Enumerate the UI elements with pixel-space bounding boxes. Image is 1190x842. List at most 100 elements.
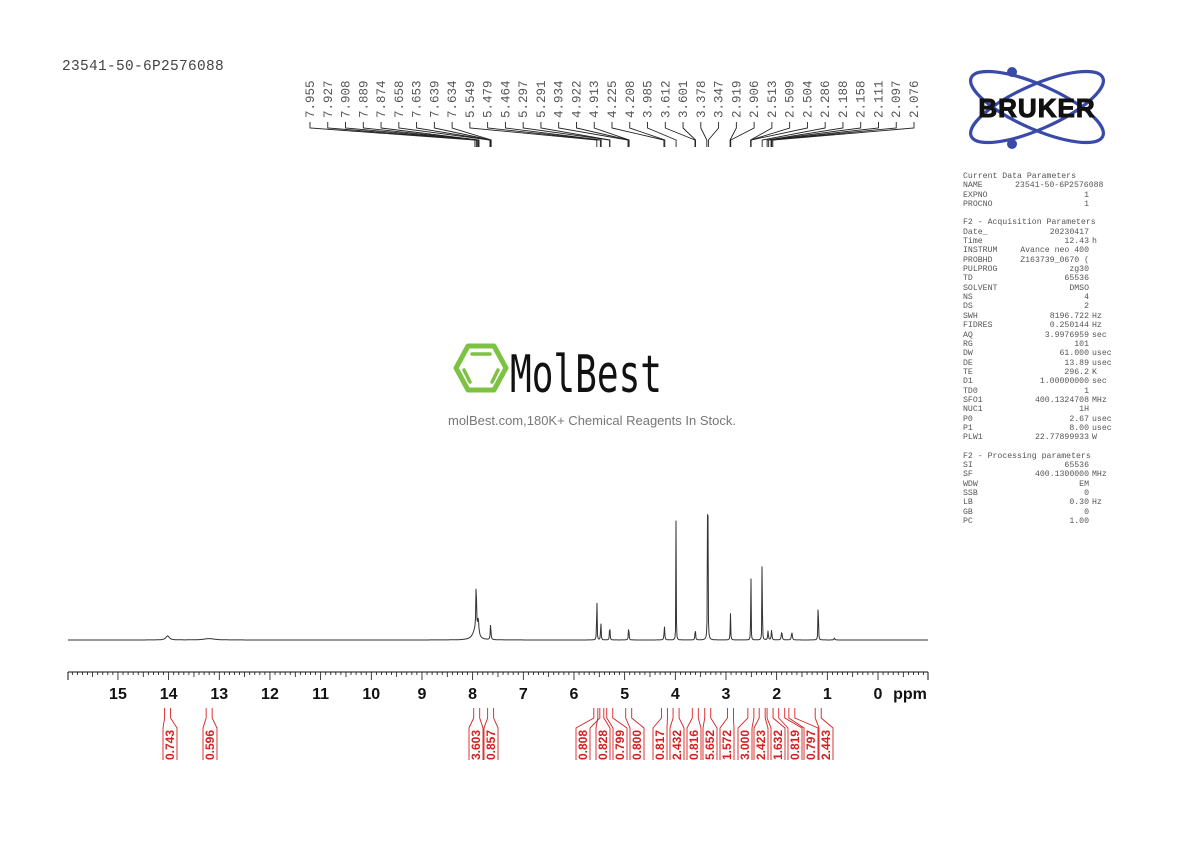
- peak-label: 2.097: [890, 80, 904, 118]
- peak-label: 7.658: [393, 80, 407, 118]
- integral-value: 0.596: [203, 730, 217, 760]
- param-row: DE 13.89 usec: [963, 358, 1112, 368]
- x-tick-label: 7: [519, 686, 528, 703]
- peak-label: 5.479: [482, 80, 496, 118]
- x-tick-label: 15: [109, 686, 127, 703]
- integral-value: 0.808: [576, 730, 590, 760]
- integral-value: 5.652: [703, 730, 717, 760]
- spectrum-trace: [68, 514, 928, 641]
- param-row: Time 12.43 h: [963, 237, 1097, 247]
- param-row: INSTRUM Avance neo 400: [963, 246, 1089, 256]
- param-row: GB 0: [963, 507, 1089, 517]
- integral-labels: 0.743 0.596 3.603 0.857 0.808 0.828 0.799 0.800…: [162, 708, 834, 760]
- molbest-wordmark: MolBest: [510, 345, 662, 405]
- param-row: TE 296.2 K: [963, 367, 1097, 377]
- peak-label: 5.291: [535, 80, 549, 118]
- peak-label: 2.286: [819, 80, 833, 118]
- peak-label: 3.347: [713, 80, 727, 118]
- processing-params-title: F2 - Processing parameters: [963, 451, 1091, 461]
- peak-label: 7.927: [322, 80, 336, 118]
- peak-label: 2.076: [908, 80, 922, 118]
- x-tick-label: 11: [312, 686, 329, 703]
- integral-value: 3.603: [469, 730, 483, 760]
- param-row: SWH 8196.722 Hz: [963, 311, 1102, 321]
- watermark-tagline: molBest.com,180K+ Chemical Reagents In S…: [448, 413, 736, 428]
- peak-label: 4.922: [570, 80, 584, 118]
- param-row: SF 400.1300000 MHz: [963, 470, 1107, 480]
- benzene-icon: [453, 343, 509, 393]
- peak-label: 7.889: [357, 80, 371, 118]
- integral-value: 1.572: [720, 730, 734, 760]
- integral-value: 2.443: [819, 730, 833, 760]
- param-row: FIDRES 0.250144 Hz: [963, 321, 1102, 331]
- param-row: EXPNO 1: [963, 190, 1089, 200]
- integral-value: 0.799: [613, 730, 627, 760]
- param-row: PULPROG zg30: [963, 265, 1089, 275]
- x-tick-label: 12: [261, 686, 279, 703]
- x-tick-label: 5: [620, 686, 629, 703]
- integral-value: 0.800: [630, 730, 644, 760]
- param-row: PROCNO 1: [963, 200, 1089, 210]
- param-row: DS 2: [963, 302, 1089, 312]
- peak-label: 2.188: [837, 80, 851, 118]
- integral-value: 2.432: [670, 730, 684, 760]
- acquisition-params-title: F2 - Acquisition Parameters: [963, 218, 1096, 228]
- peak-label: 7.634: [446, 80, 460, 118]
- peak-label: 5.549: [464, 80, 478, 118]
- x-tick-label: 6: [570, 686, 579, 703]
- x-tick-label: 8: [468, 686, 477, 703]
- integral-value: 2.423: [754, 730, 768, 760]
- param-row: NAME 23541-50-6P2576088: [963, 181, 1104, 191]
- integral-value: 0.817: [653, 730, 667, 760]
- x-tick-label: 10: [362, 686, 380, 703]
- integral-value: 1.632: [771, 730, 785, 760]
- bruker-logo: BRUKER: [969, 67, 1105, 149]
- param-row: PC 1.00: [963, 517, 1089, 527]
- x-tick-label: 9: [418, 686, 427, 703]
- x-tick-label: 2: [772, 686, 781, 703]
- param-row: WDW EM: [963, 479, 1089, 489]
- peak-label: 3.612: [659, 80, 673, 118]
- param-row: PLW1 22.77899933 W: [963, 433, 1097, 443]
- param-row: TD0 1: [963, 386, 1089, 396]
- param-row: DW 61.000 usec: [963, 349, 1112, 359]
- param-row: PROBHD Z163739_0670 (: [963, 255, 1089, 265]
- param-row: AQ 3.9976959 sec: [963, 330, 1107, 340]
- param-row: RG 101: [963, 339, 1089, 349]
- param-row: NS 4: [963, 293, 1089, 303]
- param-row: SOLVENT DMSO: [963, 283, 1089, 293]
- x-tick-label: 3: [722, 686, 731, 703]
- peak-label: 2.919: [730, 80, 744, 118]
- current-params-title: Current Data Parameters: [963, 172, 1077, 181]
- parameters-panel: Current Data Parameters NAME 23541-50-6P2…: [963, 172, 1123, 526]
- integral-value: 0.743: [163, 730, 177, 760]
- peak-label: 2.509: [784, 80, 798, 118]
- x-tick-label: 14: [160, 686, 178, 703]
- peak-label: 3.601: [677, 80, 691, 118]
- peak-labels: 7.955 7.927 7.908 7.889 7.874 7.658 7.653 7.639…: [304, 80, 922, 118]
- peak-label: 5.464: [499, 80, 513, 118]
- peak-label: 4.225: [606, 80, 620, 118]
- x-tick-label: 13: [210, 686, 228, 703]
- peak-label: 7.653: [411, 80, 425, 118]
- peak-label: 2.513: [766, 80, 780, 118]
- param-row: LB 0.30 Hz: [963, 498, 1102, 508]
- peak-label: 4.208: [624, 80, 638, 118]
- atom-orbit-icon: [969, 69, 1105, 145]
- peak-label: 2.158: [855, 80, 869, 118]
- peak-label: 2.111: [872, 80, 886, 118]
- param-row: TD 65536: [963, 274, 1089, 284]
- param-row: SI 65536: [963, 460, 1089, 470]
- param-row: SSB 0: [963, 489, 1089, 498]
- param-row: SFO1 400.1324708 MHz: [963, 395, 1107, 405]
- peak-label: 7.639: [428, 80, 442, 118]
- peak-label-leaders: [309, 122, 915, 147]
- x-axis-unit: ppm: [893, 686, 927, 703]
- integral-value: 0.819: [788, 730, 802, 760]
- param-row: P0 2.67 usec: [963, 414, 1112, 424]
- x-tick-label: 0: [874, 686, 883, 703]
- peak-label: 3.985: [642, 80, 656, 118]
- peak-label: 7.955: [304, 80, 318, 118]
- ppm-axis: 15 14 13 12 11 10 9 8 7 6 5 4 3 2 1 0 ppm: [67, 671, 929, 703]
